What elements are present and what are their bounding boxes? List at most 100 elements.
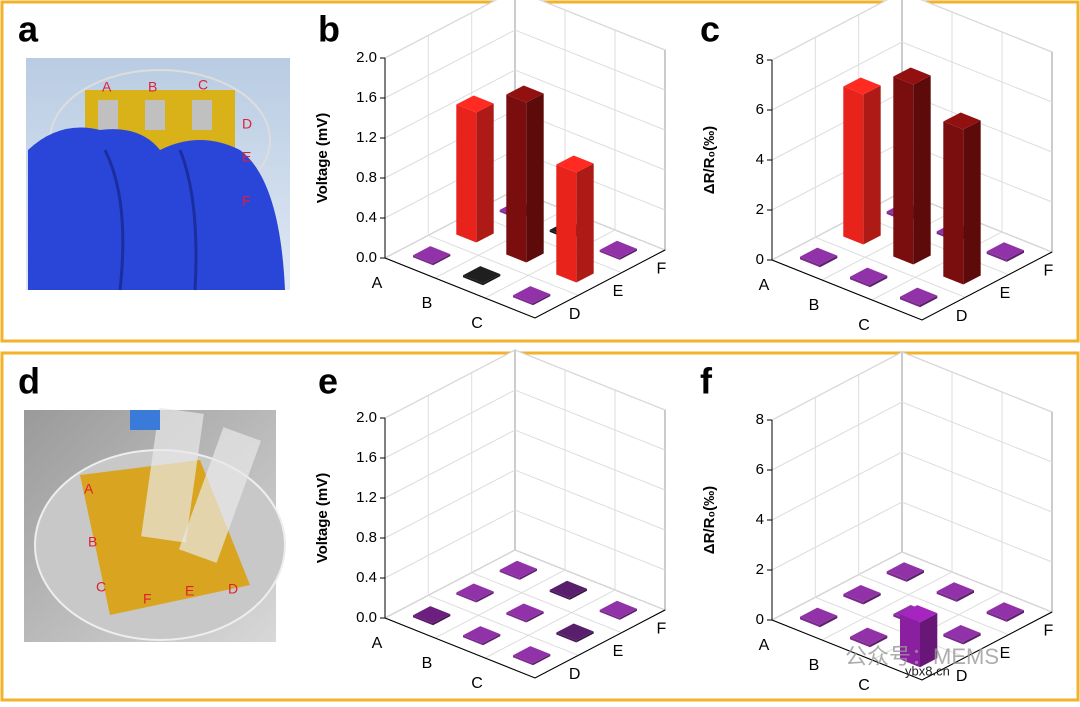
bar-face bbox=[476, 591, 494, 603]
grid-line bbox=[771, 501, 1053, 571]
grid-line bbox=[384, 389, 666, 459]
floor-edge bbox=[384, 249, 666, 319]
bar bbox=[599, 600, 637, 620]
bar bbox=[843, 77, 881, 245]
z-tick-label: 1.6 bbox=[356, 89, 377, 106]
bar-face bbox=[863, 85, 881, 245]
bar bbox=[463, 266, 501, 286]
bar-top bbox=[850, 627, 888, 645]
bar-top bbox=[936, 582, 974, 600]
bar-face bbox=[943, 121, 964, 285]
photo-label: A bbox=[102, 79, 112, 95]
x-category-label: B bbox=[422, 295, 433, 312]
bar bbox=[800, 607, 838, 628]
z-tick-label: 2.0 bbox=[356, 409, 377, 426]
bar-face bbox=[800, 616, 820, 628]
z-tick-label: 1.2 bbox=[356, 489, 377, 506]
bar-face bbox=[956, 590, 974, 602]
bar-face bbox=[906, 570, 924, 582]
x-category-label: A bbox=[759, 277, 770, 294]
grid-line bbox=[771, 551, 1053, 621]
z-tick-label: 6 bbox=[756, 101, 764, 118]
bar-top bbox=[943, 112, 981, 130]
y-category-label: D bbox=[569, 666, 581, 683]
bar-face bbox=[549, 589, 570, 600]
bar bbox=[506, 603, 544, 623]
y-category-label: F bbox=[1043, 263, 1053, 280]
bar bbox=[506, 85, 544, 263]
bar-face bbox=[893, 76, 914, 265]
bar-face bbox=[513, 295, 533, 306]
bar-top bbox=[556, 623, 594, 641]
bar-face bbox=[556, 164, 577, 283]
bar-top bbox=[986, 602, 1024, 620]
bar-face bbox=[1006, 610, 1024, 622]
bar-face bbox=[843, 594, 864, 605]
bar bbox=[986, 242, 1024, 262]
y-category-label: D bbox=[956, 308, 968, 325]
grid-line bbox=[384, 429, 666, 499]
grid-line bbox=[384, 509, 666, 579]
panel-border bbox=[0, 351, 1080, 702]
bar-face bbox=[463, 635, 483, 646]
bar-face bbox=[1006, 250, 1024, 262]
bar bbox=[556, 623, 594, 643]
z-tick-label: 0 bbox=[756, 251, 764, 268]
bar-top bbox=[506, 85, 544, 103]
y-category-label: F bbox=[1043, 623, 1053, 640]
bar-face bbox=[433, 614, 451, 626]
bar-face bbox=[986, 611, 1007, 622]
bar-face bbox=[820, 255, 838, 268]
bar-face bbox=[886, 571, 907, 582]
bar-top bbox=[986, 242, 1024, 260]
z-tick-label: 0.8 bbox=[356, 169, 377, 186]
grid-line bbox=[771, 401, 1053, 471]
grid-line bbox=[384, 469, 666, 539]
bar-face bbox=[483, 274, 501, 286]
bar-face bbox=[533, 294, 551, 306]
grid-line bbox=[384, 29, 666, 99]
bar-top bbox=[893, 67, 931, 85]
grid-line bbox=[384, 349, 666, 419]
bar-face bbox=[506, 612, 527, 623]
bar-top bbox=[843, 77, 881, 95]
bar bbox=[513, 646, 551, 666]
bar-face bbox=[936, 591, 957, 602]
photo-label: D bbox=[242, 116, 252, 132]
bar bbox=[800, 247, 838, 268]
watermark: 公众号：MEMS bbox=[845, 644, 999, 669]
bar-face bbox=[483, 634, 501, 646]
x-category-label: C bbox=[471, 315, 483, 332]
bar-top bbox=[800, 247, 838, 265]
photo-label: D bbox=[228, 581, 238, 597]
bar-top bbox=[900, 287, 938, 305]
y-category-label: F bbox=[656, 621, 666, 638]
z-axis-label: ΔR/R₀(‰) bbox=[701, 486, 718, 554]
bar-face bbox=[569, 588, 587, 600]
bar-face bbox=[506, 94, 527, 263]
grid-line bbox=[384, 549, 666, 619]
y-category-label: E bbox=[1000, 285, 1011, 302]
bar-top bbox=[506, 603, 544, 621]
bar-face bbox=[900, 296, 920, 308]
bar bbox=[549, 580, 587, 600]
panel-letter: d bbox=[18, 361, 40, 402]
bar bbox=[513, 286, 551, 306]
bar-top bbox=[463, 626, 501, 644]
grid-line bbox=[384, 0, 666, 59]
z-tick-label: 0.4 bbox=[356, 569, 377, 586]
z-tick-label: 8 bbox=[756, 411, 764, 428]
bar-top bbox=[900, 605, 938, 623]
z-tick-label: 0.8 bbox=[356, 529, 377, 546]
z-tick-label: 4 bbox=[756, 151, 764, 168]
bar-top bbox=[549, 580, 587, 598]
bar-face bbox=[556, 632, 577, 643]
bar bbox=[943, 625, 981, 645]
x-category-label: B bbox=[809, 657, 820, 674]
grid-line bbox=[771, 0, 1053, 61]
bar-face bbox=[526, 611, 544, 623]
bar-face bbox=[870, 635, 888, 648]
bar-top bbox=[499, 560, 537, 578]
bar3d-chart: 0.0 0.4 0.8 1.2 1.6 2.0 Voltage (mV) A B C D E F bbox=[314, 0, 666, 332]
